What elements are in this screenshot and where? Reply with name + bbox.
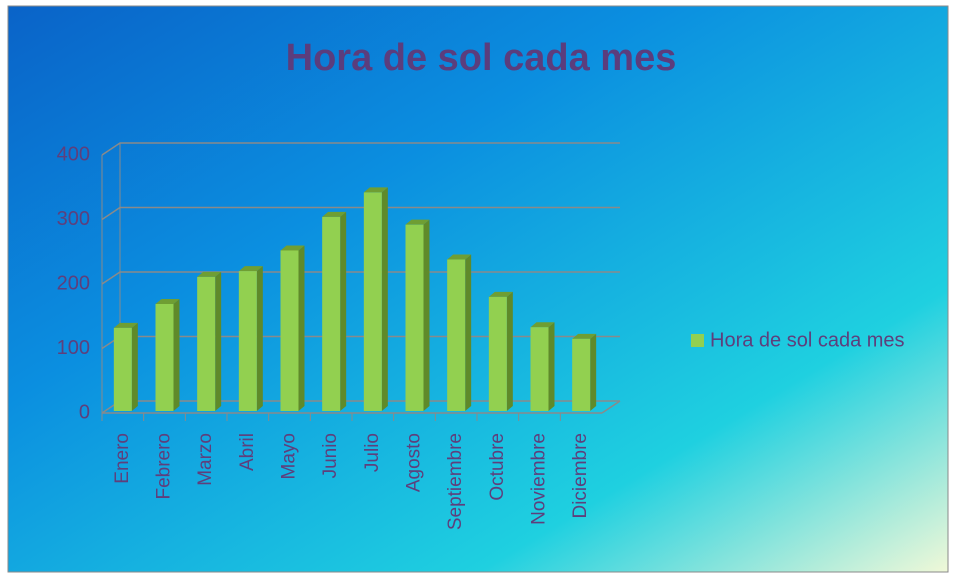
bar <box>113 327 132 411</box>
x-tick-label: Junio <box>320 433 341 478</box>
bar-side <box>590 333 597 411</box>
bar-top <box>572 333 597 339</box>
bar <box>572 338 591 411</box>
bar-side <box>381 187 388 411</box>
bar-side <box>215 271 222 411</box>
bar-side <box>173 298 180 411</box>
bar-top <box>322 211 347 217</box>
bar-side <box>131 322 138 411</box>
bar-side <box>423 219 430 411</box>
bar-side <box>465 254 472 411</box>
bar-top <box>155 298 180 304</box>
bar-top <box>280 245 305 251</box>
x-tick-label: Mayo <box>279 433 300 479</box>
bar <box>405 224 424 411</box>
bar-side <box>256 266 263 411</box>
bar <box>488 296 507 411</box>
grid-line <box>101 206 620 221</box>
x-tick-label: Marzo <box>195 433 216 486</box>
bar <box>280 250 299 411</box>
bar-top <box>197 271 222 277</box>
bar <box>197 276 216 411</box>
bar-top <box>447 254 472 260</box>
legend-label: Hora de sol cada mes <box>710 329 905 351</box>
chart-title: Hora de sol cada mes <box>286 37 677 79</box>
x-tick-label: Diciembre <box>570 433 591 519</box>
bar-side <box>298 245 305 411</box>
x-tick-label: Julio <box>362 433 383 472</box>
bar <box>322 216 341 411</box>
bar-top <box>363 187 388 193</box>
bar-top <box>488 291 513 297</box>
bar <box>447 259 466 411</box>
background <box>7 5 949 573</box>
plot-area: 0 100 200 300 400 Enero Febrero Marzo Abril Mayo J… <box>57 142 905 530</box>
x-tick-label: Febrero <box>154 433 175 500</box>
bar-top <box>238 266 263 272</box>
bar <box>530 327 549 411</box>
bar-top <box>530 322 555 328</box>
x-tick-label: Septiembre <box>445 433 466 530</box>
y-tick-label: 400 <box>57 143 90 165</box>
axis-line <box>601 400 621 414</box>
x-tick-label: Noviembre <box>529 433 550 525</box>
y-tick-label: 200 <box>57 272 90 294</box>
x-tick-label: Agosto <box>404 433 425 492</box>
bar-side <box>506 291 513 411</box>
x-tick-label: Enero <box>112 433 133 484</box>
y-tick-label: 300 <box>57 208 90 230</box>
bar <box>363 192 382 411</box>
bar-side <box>340 211 347 411</box>
x-tick-label: Octubre <box>487 433 508 501</box>
y-tick-label: 0 <box>79 401 90 423</box>
bar <box>155 303 174 411</box>
bar <box>238 271 257 411</box>
x-tick-label: Abril <box>237 433 258 471</box>
legend-swatch <box>691 334 704 347</box>
bar-side <box>548 322 555 411</box>
y-tick-label: 100 <box>57 337 90 359</box>
bar-top <box>405 219 430 225</box>
grid-line <box>101 142 620 156</box>
bar-top <box>113 322 138 328</box>
